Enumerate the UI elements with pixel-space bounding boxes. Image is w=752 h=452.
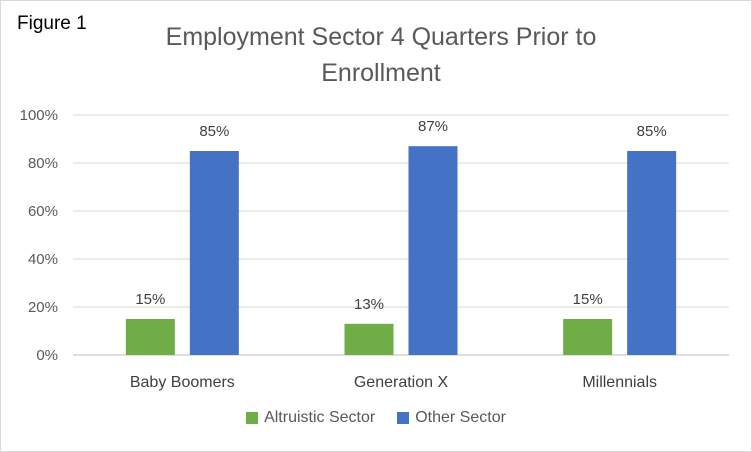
- bar-other-sector-millennials: [627, 151, 677, 355]
- data-label-altruistic-sector-millennials: 15%: [573, 291, 603, 308]
- legend-label-other-sector: Other Sector: [415, 409, 506, 426]
- data-label-other-sector-generation-x: 87%: [418, 118, 448, 135]
- category-label-baby-boomers: Baby Boomers: [130, 374, 235, 391]
- bar-other-sector-generation-x: [408, 146, 458, 355]
- chart-title: Employment Sector 4 Quarters Prior to Enr…: [91, 19, 671, 91]
- x-axis-category-labels: Baby Boomers Generation X Millennials: [130, 374, 657, 391]
- y-axis-tick-labels: 0% 20% 40% 60% 80% 100%: [20, 107, 58, 364]
- legend-label-altruistic-sector: Altruistic Sector: [264, 409, 376, 426]
- y-tick-label: 100%: [20, 107, 58, 124]
- chart-title-line-1: Employment Sector 4 Quarters Prior to: [165, 23, 597, 51]
- legend-swatch-other-sector: [397, 412, 410, 424]
- bar-altruistic-sector-millennials: [563, 319, 613, 355]
- bar-other-sector-baby-boomers: [189, 151, 239, 355]
- data-label-altruistic-sector-generation-x: 13%: [354, 296, 384, 313]
- data-labels: 15% 85% 13% 87% 15% 85%: [135, 118, 666, 313]
- legend-item-altruistic-sector: Altruistic Sector: [246, 409, 375, 427]
- y-tick-label: 40%: [28, 251, 58, 268]
- y-tick-label: 0%: [36, 347, 58, 364]
- data-label-other-sector-millennials: 85%: [637, 123, 667, 140]
- chart-title-line-2: Enrollment: [321, 59, 441, 87]
- legend: Altruistic Sector Other Sector: [1, 409, 751, 427]
- y-tick-label: 80%: [28, 155, 58, 172]
- gridlines: [73, 114, 729, 356]
- y-tick-label: 60%: [28, 203, 58, 220]
- legend-swatch-altruistic-sector: [246, 412, 259, 424]
- legend-item-other-sector: Other Sector: [397, 409, 506, 427]
- y-tick-label: 20%: [28, 299, 58, 316]
- category-label-millennials: Millennials: [582, 374, 657, 391]
- bar-altruistic-sector-generation-x: [344, 323, 394, 355]
- category-label-generation-x: Generation X: [354, 374, 449, 391]
- data-label-altruistic-sector-baby-boomers: 15%: [135, 291, 165, 308]
- data-label-other-sector-baby-boomers: 85%: [199, 123, 229, 140]
- bars: [125, 146, 677, 355]
- figure-label: Figure 1: [17, 13, 87, 34]
- bar-altruistic-sector-baby-boomers: [125, 319, 175, 355]
